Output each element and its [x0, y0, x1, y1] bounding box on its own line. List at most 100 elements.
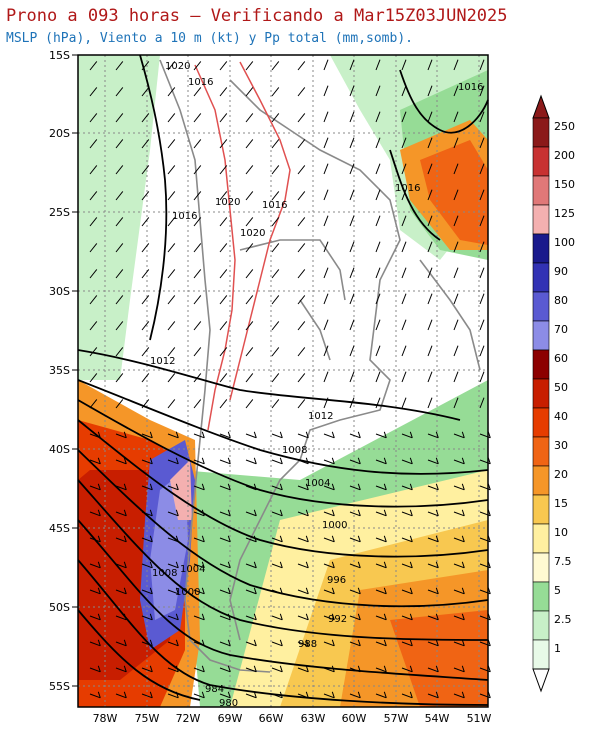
wind-barb — [141, 61, 150, 71]
wind-barb — [89, 139, 98, 149]
colorbar-label: 1 — [554, 642, 561, 655]
wind-barb-flag — [97, 691, 101, 698]
wind-barb — [453, 111, 459, 123]
wind-barb — [193, 537, 205, 543]
isobar-label: 1000 — [322, 520, 347, 531]
wind-barb — [375, 693, 387, 699]
wind-barb — [427, 459, 439, 465]
wind-barb-flag — [331, 535, 335, 542]
colorbar-bottom-arrow — [532, 668, 550, 693]
wind-barb — [219, 667, 231, 673]
wind-barb — [115, 563, 127, 569]
wind-barb — [323, 319, 329, 331]
wind-barb-flag — [279, 665, 283, 672]
wind-barb — [297, 641, 309, 647]
wind-barb — [453, 189, 459, 201]
wind-barb-flag — [175, 509, 179, 516]
wind-barb — [349, 667, 361, 673]
wind-barb — [401, 537, 413, 543]
isobar-label: 1008 — [152, 568, 177, 579]
colorbar-label: 2.5 — [554, 613, 572, 626]
wind-barb — [427, 615, 439, 621]
wind-barb — [349, 111, 355, 123]
wind-barb-flag — [201, 639, 205, 646]
wind-barb — [375, 667, 387, 673]
wind-barb — [219, 511, 231, 517]
wind-barb-flag — [149, 535, 153, 542]
wind-barb — [375, 189, 381, 201]
wind-barb — [349, 85, 355, 97]
wind-barb — [453, 163, 459, 175]
wind-barb — [271, 615, 283, 621]
wind-barb — [401, 615, 413, 621]
colorbar-label: 100 — [554, 236, 575, 249]
colorbar-segment — [532, 407, 550, 438]
wind-barb — [141, 537, 153, 543]
wind-barb — [401, 667, 413, 673]
colorbar-label: 90 — [554, 265, 568, 278]
lon-label: 54W — [425, 712, 450, 725]
wind-barb — [401, 693, 413, 699]
wind-barb — [427, 589, 439, 595]
wind-barb — [115, 347, 124, 357]
wind-barb — [323, 345, 329, 357]
wind-barb-flag — [357, 483, 361, 490]
wind-barb — [323, 85, 329, 97]
wind-barb — [271, 373, 280, 383]
wind-barb — [115, 615, 127, 621]
wind-barb — [349, 59, 355, 71]
wind-barb-flag — [435, 561, 439, 568]
wind-barb-flag — [97, 613, 101, 620]
wind-barb-flag — [357, 587, 361, 594]
wind-barb — [141, 459, 153, 465]
wind-barb-flag — [357, 457, 361, 464]
wind-barb — [271, 87, 280, 97]
wind-barb — [479, 137, 485, 149]
wind-barb-flag — [97, 431, 101, 438]
wind-barb-flag — [409, 509, 413, 516]
wind-barb — [245, 511, 257, 517]
wind-barb-flag — [435, 483, 439, 490]
wind-barb — [219, 347, 228, 357]
isobar-label: 1020 — [240, 228, 265, 239]
wind-barb — [167, 485, 179, 491]
wind-barb-flag — [461, 483, 465, 490]
wind-barb — [115, 693, 127, 699]
wind-barb — [297, 295, 306, 305]
wind-barb — [349, 693, 361, 699]
wind-barb — [427, 215, 433, 227]
lon-label: 51W — [467, 712, 492, 725]
wind-barb — [245, 563, 257, 569]
wind-barb — [193, 511, 205, 517]
wind-barb-flag — [175, 535, 179, 542]
wind-barb — [349, 371, 355, 383]
map-frame — [77, 54, 489, 708]
wind-barb-flag — [383, 509, 387, 516]
wind-barb — [375, 537, 387, 543]
wind-barb — [141, 347, 150, 357]
wind-barb-flag — [279, 431, 283, 438]
wind-barb-flag — [123, 457, 127, 464]
wind-barb — [219, 693, 231, 699]
wind-barb — [349, 293, 355, 305]
wind-barb — [401, 345, 407, 357]
wind-barb — [349, 537, 361, 543]
wind-barb — [245, 165, 254, 175]
wind-barb — [167, 433, 179, 439]
colorbar-segment — [532, 378, 550, 409]
colorbar-label: 40 — [554, 410, 568, 423]
wind-barb-flag — [383, 457, 387, 464]
wind-barb — [219, 485, 231, 491]
wind-barb-flag — [357, 561, 361, 568]
wind-barb — [193, 693, 205, 699]
wind-barb — [89, 191, 98, 201]
wind-barb-flag — [201, 613, 205, 620]
wind-barb — [401, 267, 407, 279]
wind-barb — [167, 61, 176, 71]
wind-barb — [427, 293, 433, 305]
wind-barb — [479, 371, 485, 383]
isobar-label: 1000 — [175, 587, 200, 598]
wind-barb-flag — [201, 509, 205, 516]
wind-barb — [115, 269, 124, 279]
wind-barb — [245, 87, 254, 97]
